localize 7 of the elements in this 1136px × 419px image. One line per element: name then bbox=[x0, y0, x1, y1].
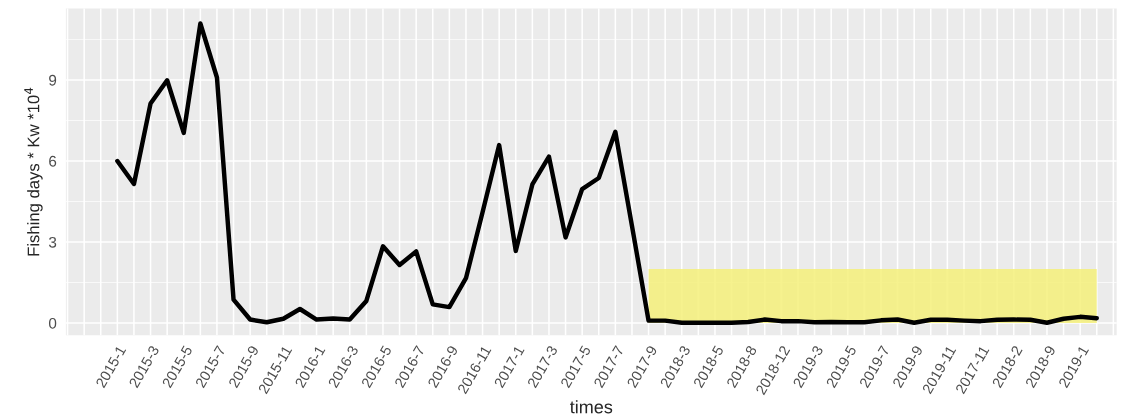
y-axis-title: Fishing days * Kw *10$^{4}$ bbox=[24, 87, 43, 256]
y-tick-label: 9 bbox=[49, 74, 57, 86]
y-tick-label: 3 bbox=[48, 236, 57, 248]
y-tick-label: 6 bbox=[49, 155, 57, 167]
x-axis-title: times bbox=[569, 400, 613, 414]
y-tick-label: 0 bbox=[48, 317, 57, 329]
line-series bbox=[115, 21, 1099, 325]
